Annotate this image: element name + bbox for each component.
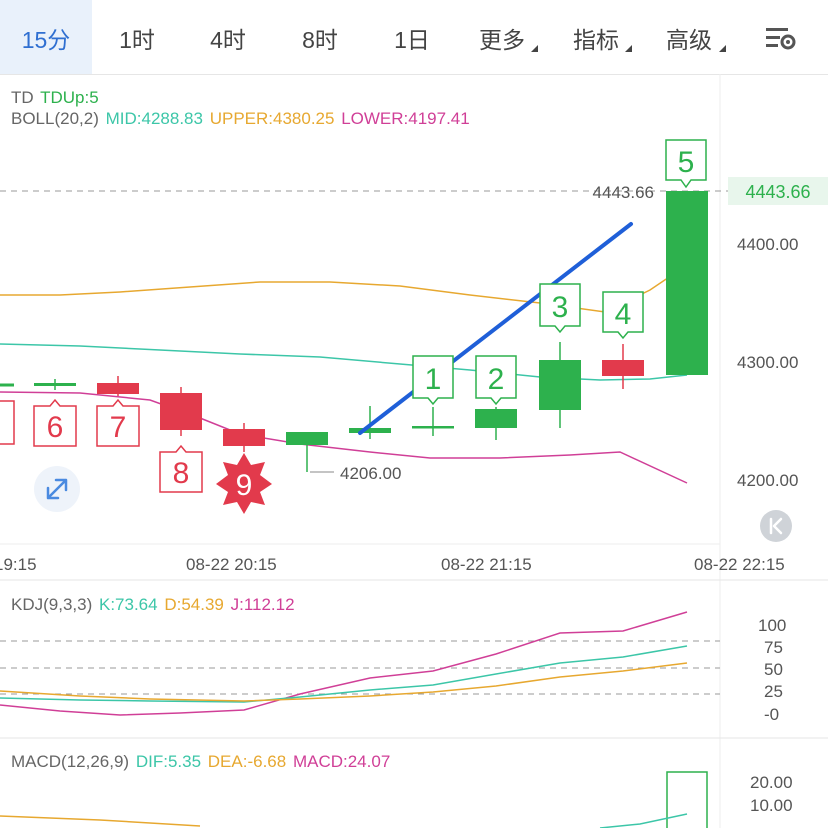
tab-1h[interactable]: 1时: [119, 27, 155, 53]
price-tick: 4400.00: [737, 235, 798, 254]
candle: [475, 409, 517, 428]
td-count-5: 5: [678, 146, 695, 179]
macd-legend: MACD(12,26,9) DIF:5.35 DEA:-6.68 MACD:24…: [11, 752, 392, 772]
legend-j: J:112.12: [230, 595, 295, 614]
boll-lower-line: [0, 391, 688, 484]
candle: [666, 191, 708, 375]
td-count-box: [0, 400, 15, 445]
td-count-9: 9: [236, 469, 253, 502]
price-tick: 4200.00: [737, 471, 798, 490]
td-count-box: [539, 283, 581, 334]
tab-more[interactable]: 更多: [462, 0, 542, 74]
candle: [539, 360, 581, 410]
legend-name: MACD(12,26,9): [11, 752, 130, 771]
dropdown-triangle-icon: [531, 45, 538, 52]
tab-advanced[interactable]: 高级: [648, 0, 730, 74]
candle: [286, 432, 328, 445]
legend-k: K:73.64: [98, 595, 158, 614]
legend-name: TD: [11, 88, 34, 107]
collapse-left-icon: [769, 517, 783, 535]
td-up-markers: 1 2 3 4 5: [412, 139, 707, 406]
low-price-label: 4206.00: [340, 464, 401, 483]
candlestick-chart[interactable]: 4443.66 4400.00 4300.00 4200.00 19:15 08…: [0, 74, 828, 828]
td-count-box: [33, 398, 77, 447]
legend-d: D:54.39: [164, 595, 224, 614]
td-count-4: 4: [615, 298, 632, 331]
legend-name: KDJ(9,3,3): [11, 595, 93, 614]
time-tick: 19:15: [0, 555, 37, 574]
tab-1d[interactable]: 1日: [394, 27, 430, 53]
td-count-2: 2: [488, 363, 505, 396]
tab-4h[interactable]: 4时: [210, 27, 246, 53]
kdj-tick: 100: [758, 616, 786, 635]
legend-dif: DIF:5.35: [135, 752, 202, 771]
kdj-tick: 25: [764, 682, 783, 701]
td-count-7: 7: [110, 411, 127, 444]
td-count-box: [159, 444, 203, 493]
kdj-legend: KDJ(9,3,3) K:73.64 D:54.39 J:112.12: [11, 595, 297, 615]
candle: [97, 383, 139, 394]
candle: [34, 383, 76, 386]
boll-mid-line: [0, 343, 688, 381]
candle: [349, 428, 391, 433]
macd-pane: 20.00 10.00: [0, 771, 793, 828]
macd-tick: 20.00: [750, 773, 793, 792]
boll-upper-line: [0, 264, 688, 313]
dropdown-triangle-icon: [719, 45, 726, 52]
time-tick: 08-22 20:15: [186, 555, 277, 574]
td-count-box: [412, 355, 454, 406]
legend-macd: MACD:24.07: [292, 752, 391, 771]
kdj-tick: 75: [764, 638, 783, 657]
kdj-j-line: [0, 611, 688, 716]
expand-arrows-icon: [46, 478, 68, 500]
td-count-6: 6: [47, 411, 64, 444]
candle: [223, 429, 265, 446]
candle: [602, 360, 644, 376]
td-count-box: [602, 291, 644, 340]
legend-upper: UPPER:4380.25: [209, 109, 335, 128]
td-count-3: 3: [552, 291, 569, 324]
time-tick: 08-22 22:15: [694, 555, 785, 574]
legend-name: BOLL(20,2): [11, 109, 99, 128]
price-tick: 4300.00: [737, 353, 798, 372]
high-price-label: 4443.66: [593, 183, 654, 202]
macd-dif-line: [599, 813, 688, 828]
macd-tick: 10.00: [750, 796, 793, 815]
td-count-box: [96, 398, 140, 447]
legend-value: TDUp:5: [40, 88, 99, 107]
tab-8h[interactable]: 8时: [302, 27, 338, 53]
legend-dea: DEA:-6.68: [207, 752, 287, 771]
td-count-8: 8: [173, 457, 190, 490]
boll-legend: BOLL(20,2) MID:4288.83 UPPER:4380.25 LOW…: [11, 109, 472, 129]
kdj-tick: -0: [764, 705, 779, 724]
td-down-markers: 6 7 8 9: [0, 398, 272, 514]
kdj-pane: 100 75 50 25 -0: [0, 611, 786, 724]
trend-line[interactable]: [358, 222, 633, 435]
kdj-k-line: [0, 645, 688, 703]
kdj-d-line: [0, 662, 688, 702]
candle: [412, 426, 454, 429]
td-count-box: [665, 139, 707, 189]
timeframe-tabbar: 15分 1时 4时 8时 1日 更多 指标 高级: [0, 0, 828, 74]
legend-mid: MID:4288.83: [105, 109, 203, 128]
time-tick: 08-22 21:15: [441, 555, 532, 574]
macd-histogram-bar: [666, 771, 708, 828]
td-count-box: [475, 355, 517, 406]
kdj-tick: 50: [764, 660, 783, 679]
current-price-label: 4443.66: [745, 182, 810, 202]
scroll-to-latest-button[interactable]: [760, 510, 792, 542]
dropdown-triangle-icon: [625, 45, 632, 52]
td-count-1: 1: [425, 363, 442, 396]
tab-indicators[interactable]: 指标: [556, 0, 636, 74]
candle: [160, 393, 202, 430]
td-count-nine-burst-icon: [216, 453, 272, 514]
legend-lower: LOWER:4197.41: [341, 109, 470, 128]
chart-settings-icon[interactable]: [764, 24, 798, 52]
candles: [0, 191, 708, 472]
tab-15min[interactable]: 15分: [0, 0, 92, 74]
macd-dea-line: [0, 815, 201, 827]
current-price-tag: [728, 177, 828, 205]
td-legend: TD TDUp:5: [11, 88, 101, 108]
expand-chart-button[interactable]: [34, 466, 80, 512]
